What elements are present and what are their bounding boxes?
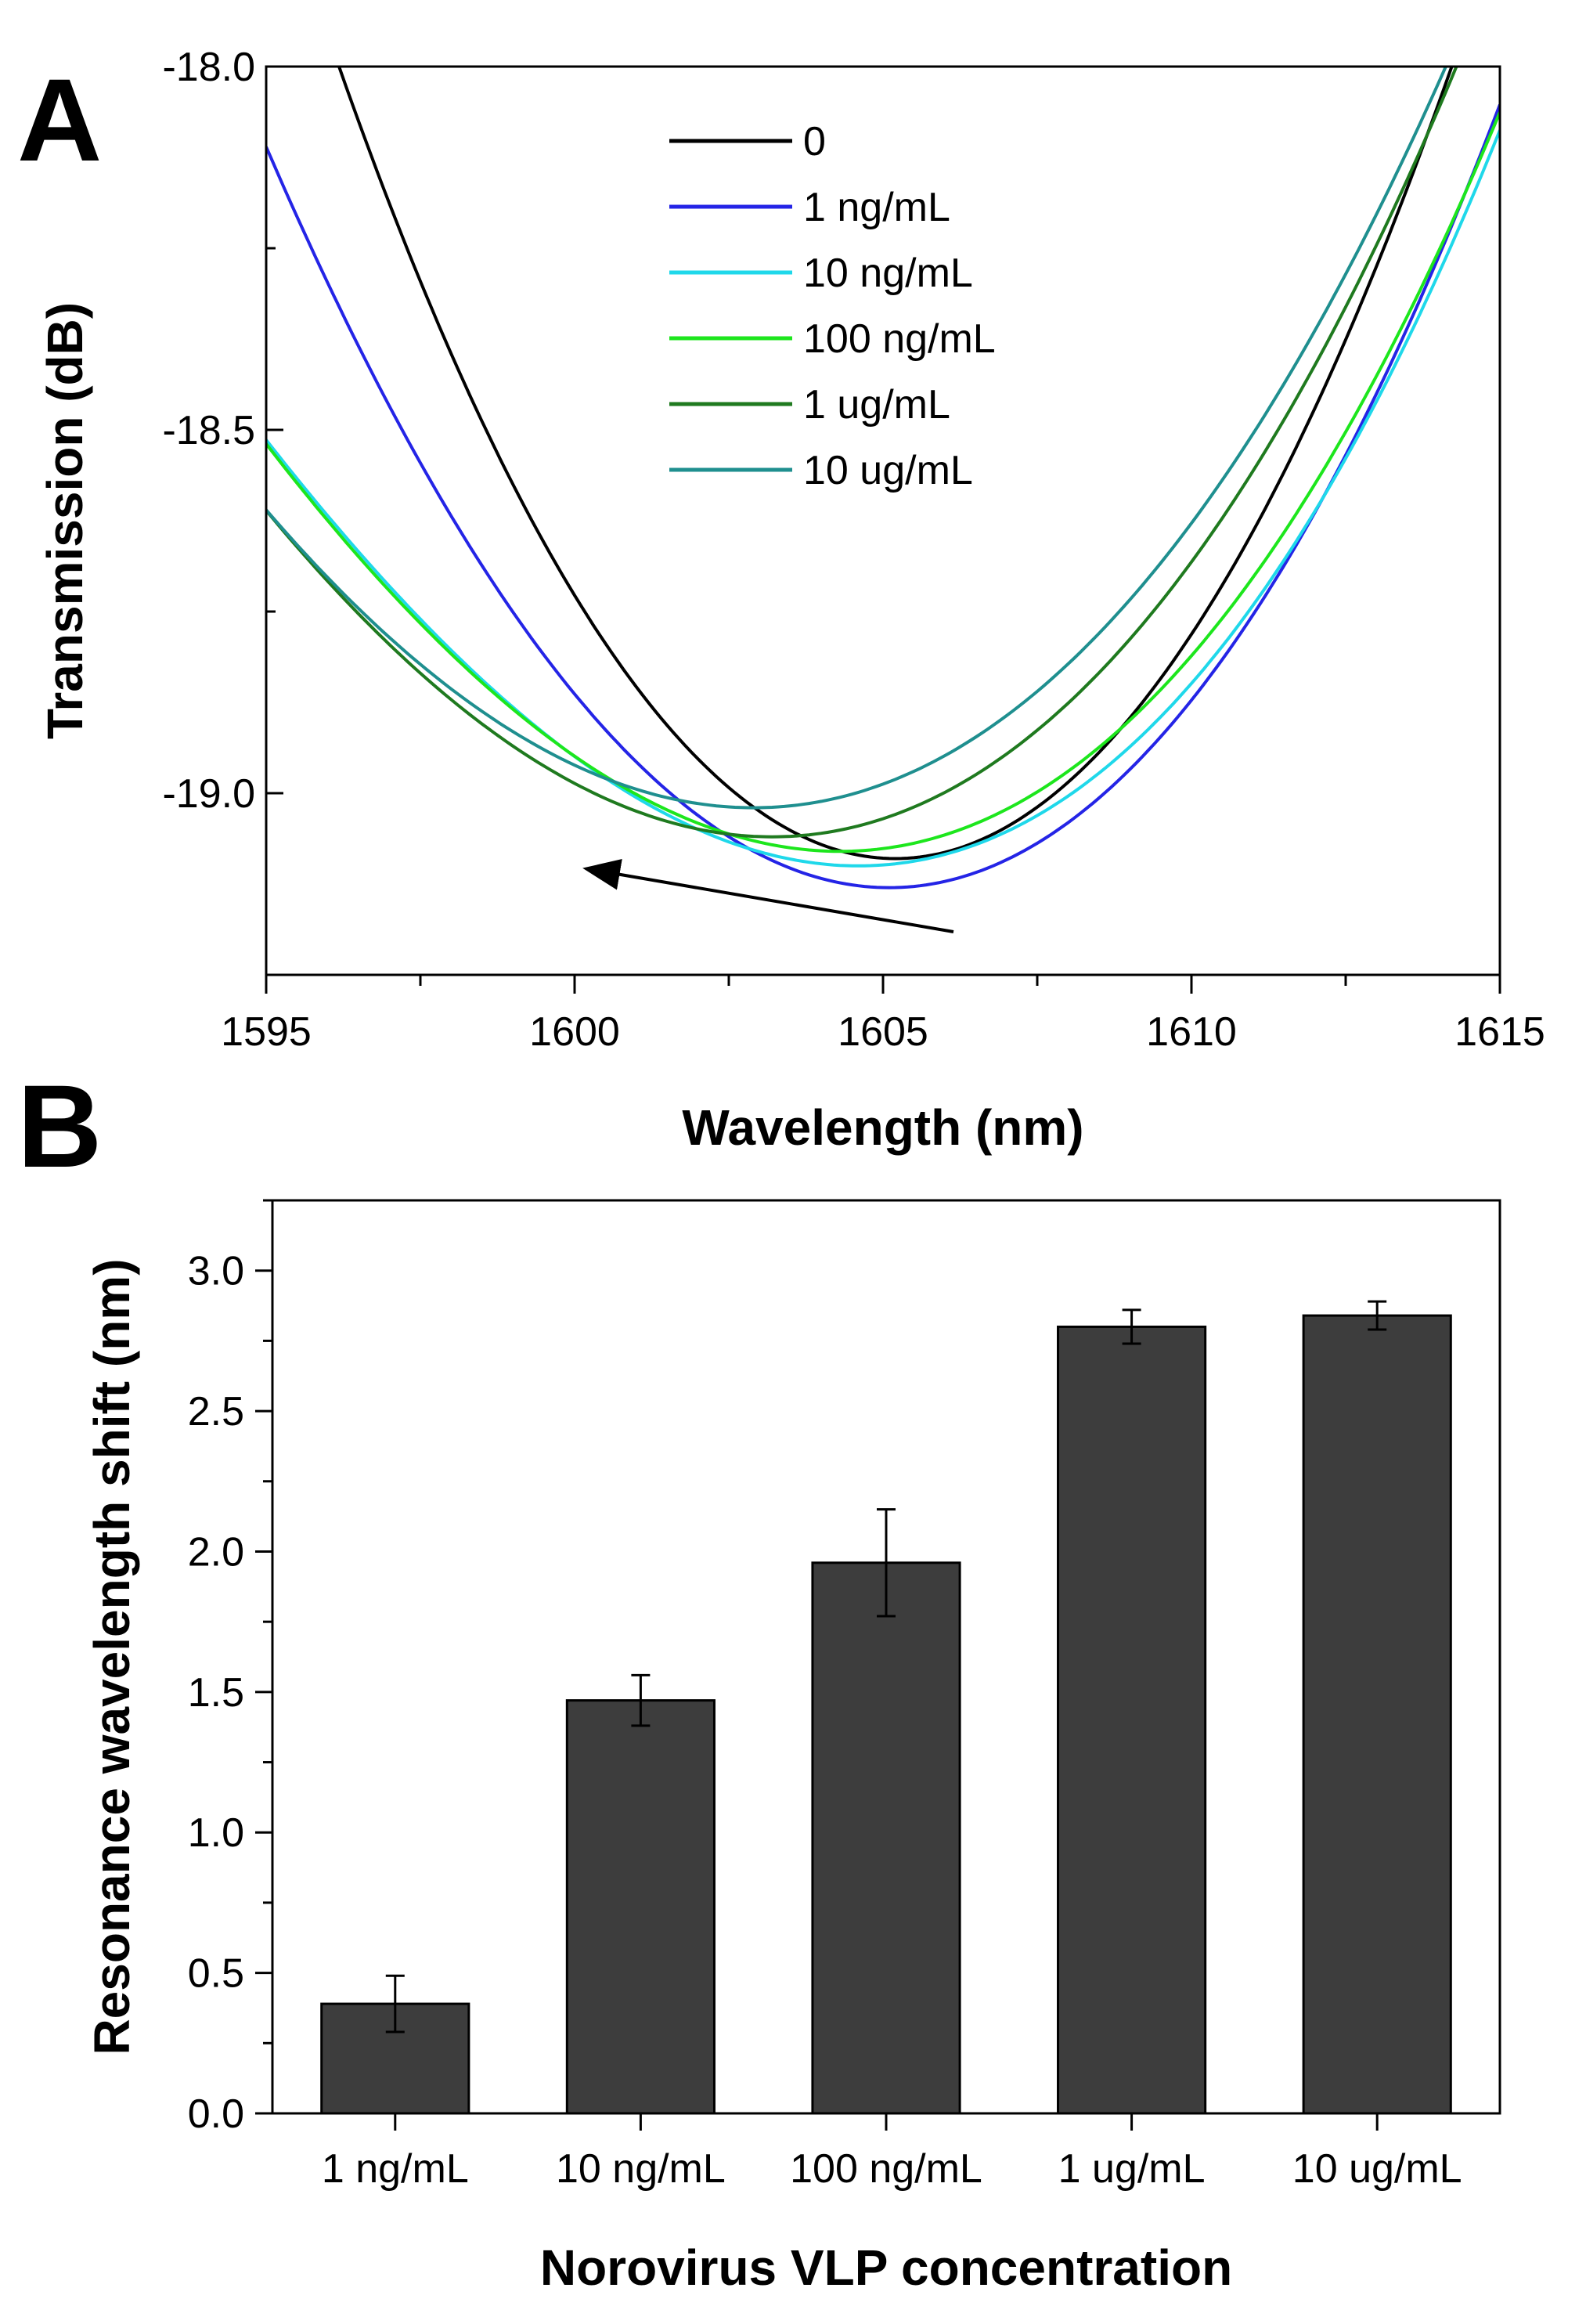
chart-a: -18.0 -18.5 -19.0 1595 1600 1605 1610 1615 0 1 … bbox=[37, 45, 1545, 1156]
chart-b-y-tick-label: 0.5 bbox=[188, 1951, 244, 1997]
chart-b-error-bar-2 bbox=[877, 1508, 896, 1618]
legend-label-0: 0 bbox=[803, 119, 826, 164]
chart-a-y-tick-label: -18.5 bbox=[162, 408, 255, 453]
chart-a-x-tick-label: 1595 bbox=[221, 1009, 312, 1055]
panel-a-letter: A bbox=[17, 54, 102, 186]
chart-b-error-bar-4 bbox=[1368, 1300, 1387, 1331]
chart-a-series-line-0 bbox=[337, 67, 1454, 861]
chart-a-legend: 0 1 ng/mL 10 ng/mL 100 ng/mL 1 ug/mL 10 ug/mL bbox=[669, 119, 996, 493]
chart-a-shift-arrow bbox=[582, 859, 954, 933]
legend-label-1: 1 ng/mL bbox=[803, 185, 950, 230]
chart-a-x-axis-title: Wavelength (nm) bbox=[682, 1099, 1083, 1156]
chart-b-x-tick-label: 1 ng/mL bbox=[322, 2146, 469, 2192]
chart-b-error-bars bbox=[385, 1300, 1387, 2034]
chart-a-series-line-3 bbox=[266, 111, 1500, 853]
chart-a-x-tick-label: 1610 bbox=[1146, 1009, 1237, 1055]
chart-b-bar-2 bbox=[811, 1561, 961, 2115]
chart-b-error-bar-1 bbox=[631, 1673, 651, 1727]
chart-b-y-tick-label: 3.0 bbox=[188, 1249, 244, 1294]
chart-a-x-tick-label: 1600 bbox=[529, 1009, 620, 1055]
chart-b-y-tick-label: 2.5 bbox=[188, 1389, 244, 1434]
chart-a-y-tick-label: -19.0 bbox=[162, 771, 255, 817]
chart-a-series-line-1 bbox=[266, 103, 1500, 890]
chart-a-y-ticks: -18.0 -18.5 -19.0 bbox=[162, 45, 283, 817]
chart-b-x-ticks: 1 ng/mL 10 ng/mL 100 ng/mL 1 ug/mL 10 ug/mL bbox=[322, 2113, 1462, 2192]
chart-b-y-ticks: 0.0 0.5 1.0 1.5 2.0 2.5 3.0 bbox=[188, 1199, 272, 2137]
legend-label-4: 1 ug/mL bbox=[803, 382, 950, 428]
legend-label-5: 10 ug/mL bbox=[803, 448, 973, 493]
chart-b-y-tick-label: 0.0 bbox=[188, 2091, 244, 2137]
chart-b-x-tick-label: 10 ng/mL bbox=[556, 2146, 726, 2192]
chart-a-y-tick-label: -18.0 bbox=[162, 45, 255, 90]
legend-label-2: 10 ng/mL bbox=[803, 251, 973, 296]
chart-a-series-line-4 bbox=[266, 67, 1458, 839]
chart-a-x-ticks: 1595 1600 1605 1610 1615 bbox=[221, 975, 1545, 1055]
legend-label-3: 100 ng/mL bbox=[803, 316, 996, 362]
chart-a-series-line-2 bbox=[266, 129, 1500, 868]
chart-b-plot-frame bbox=[271, 1199, 1501, 2115]
chart-a-series-line-5 bbox=[266, 67, 1448, 810]
chart-b-y-axis-title: Resonance wavelength shift (nm) bbox=[84, 1258, 140, 2055]
chart-b-bar-4 bbox=[1302, 1314, 1452, 2115]
chart-a-plot-frame bbox=[265, 65, 1501, 976]
chart-b-x-tick-label: 10 ug/mL bbox=[1292, 2146, 1462, 2192]
chart-b-x-tick-label: 100 ng/mL bbox=[790, 2146, 982, 2192]
chart-b-bars bbox=[320, 1314, 1452, 2115]
chart-b-x-tick-label: 1 ug/mL bbox=[1058, 2146, 1206, 2192]
chart-b-bar-1 bbox=[565, 1699, 716, 2115]
chart-a-y-axis-title: Transmission (dB) bbox=[37, 302, 93, 739]
chart-b-x-axis-title: Norovirus VLP concentration bbox=[540, 2239, 1232, 2296]
chart-b-error-bar-3 bbox=[1122, 1308, 1141, 1345]
chart-a-x-tick-label: 1605 bbox=[838, 1009, 928, 1055]
chart-a-x-tick-label: 1615 bbox=[1454, 1009, 1545, 1055]
panel-b-letter: B bbox=[17, 1060, 102, 1192]
chart-a-series-lines bbox=[266, 67, 1500, 890]
chart-b-error-bar-0 bbox=[385, 1974, 405, 2034]
chart-b-bar-3 bbox=[1057, 1325, 1207, 2115]
chart-b: 0.0 0.5 1.0 1.5 2.0 2.5 3.0 1 ng/mL 10 ng/mL 100… bbox=[84, 1199, 1501, 2296]
chart-b-y-tick-label: 1.0 bbox=[188, 1810, 244, 1856]
chart-b-y-tick-label: 2.0 bbox=[188, 1529, 244, 1575]
chart-b-y-tick-label: 1.5 bbox=[188, 1670, 244, 1716]
